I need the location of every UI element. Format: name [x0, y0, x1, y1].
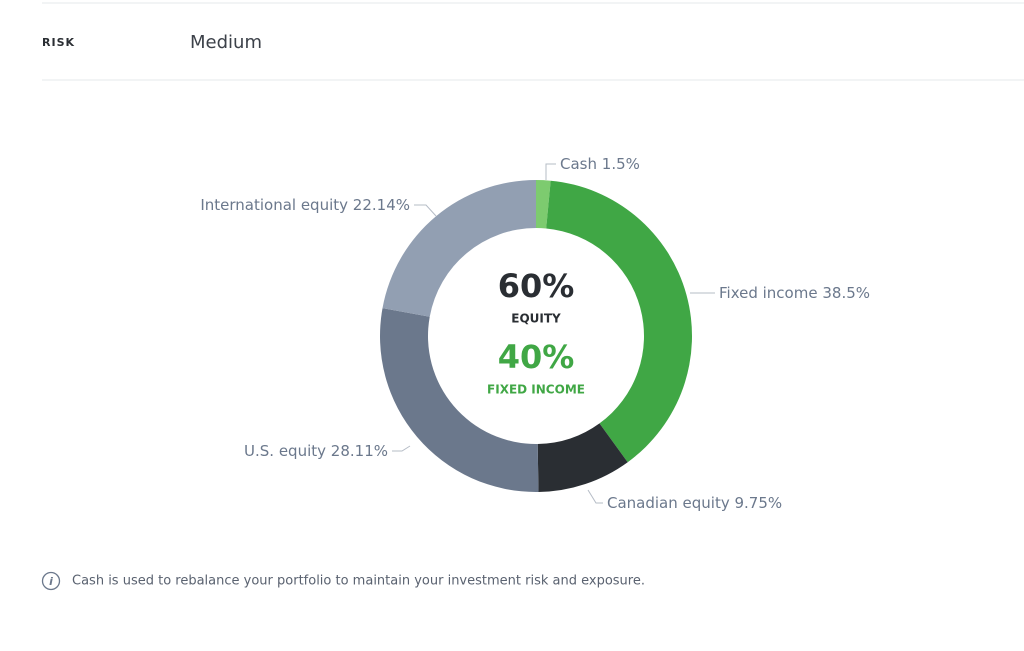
slice-name: U.S. equity: [244, 442, 326, 460]
info-icon[interactable]: [41, 571, 61, 591]
slice-value: 1.5%: [602, 155, 640, 173]
leader-line: [587, 489, 603, 504]
slice-label: Cash 1.5%: [560, 155, 640, 173]
slice-label: Canadian equity 9.75%: [607, 494, 782, 512]
slice-value: 28.11%: [331, 442, 388, 460]
slice-name: Canadian equity: [607, 494, 730, 512]
risk-value: Medium: [190, 32, 262, 53]
center-value: 60%: [498, 267, 575, 305]
slice-value: 9.75%: [734, 494, 782, 512]
center-caption: EQUITY: [511, 312, 561, 326]
risk-label: RISK: [42, 36, 75, 49]
slice-label: Fixed income 38.5%: [719, 284, 870, 302]
slice-value: 38.5%: [822, 284, 870, 302]
slice-name: International equity: [200, 196, 348, 214]
leader-line: [414, 204, 437, 217]
center-value: 40%: [498, 338, 575, 376]
center-caption: FIXED INCOME: [487, 383, 585, 397]
slice-name: Fixed income: [719, 284, 818, 302]
leader-line: [545, 163, 556, 180]
donut-chart: Cash 1.5% Fixed income 38.5% Canadian equi…: [200, 155, 870, 512]
slice: [380, 308, 539, 492]
slice: [536, 180, 551, 229]
leader-line: [392, 445, 411, 452]
slice-name: Cash: [560, 155, 597, 173]
note: Cash is used to rebalance your portfolio…: [72, 574, 645, 589]
info-icon-glyph: i: [49, 575, 53, 588]
slice: [537, 423, 628, 492]
slice-value: 22.14%: [353, 196, 410, 214]
slice: [546, 180, 693, 463]
slice-label: International equity 22.14%: [200, 196, 410, 214]
slice: [382, 180, 536, 317]
slice-label: U.S. equity 28.11%: [244, 442, 388, 460]
